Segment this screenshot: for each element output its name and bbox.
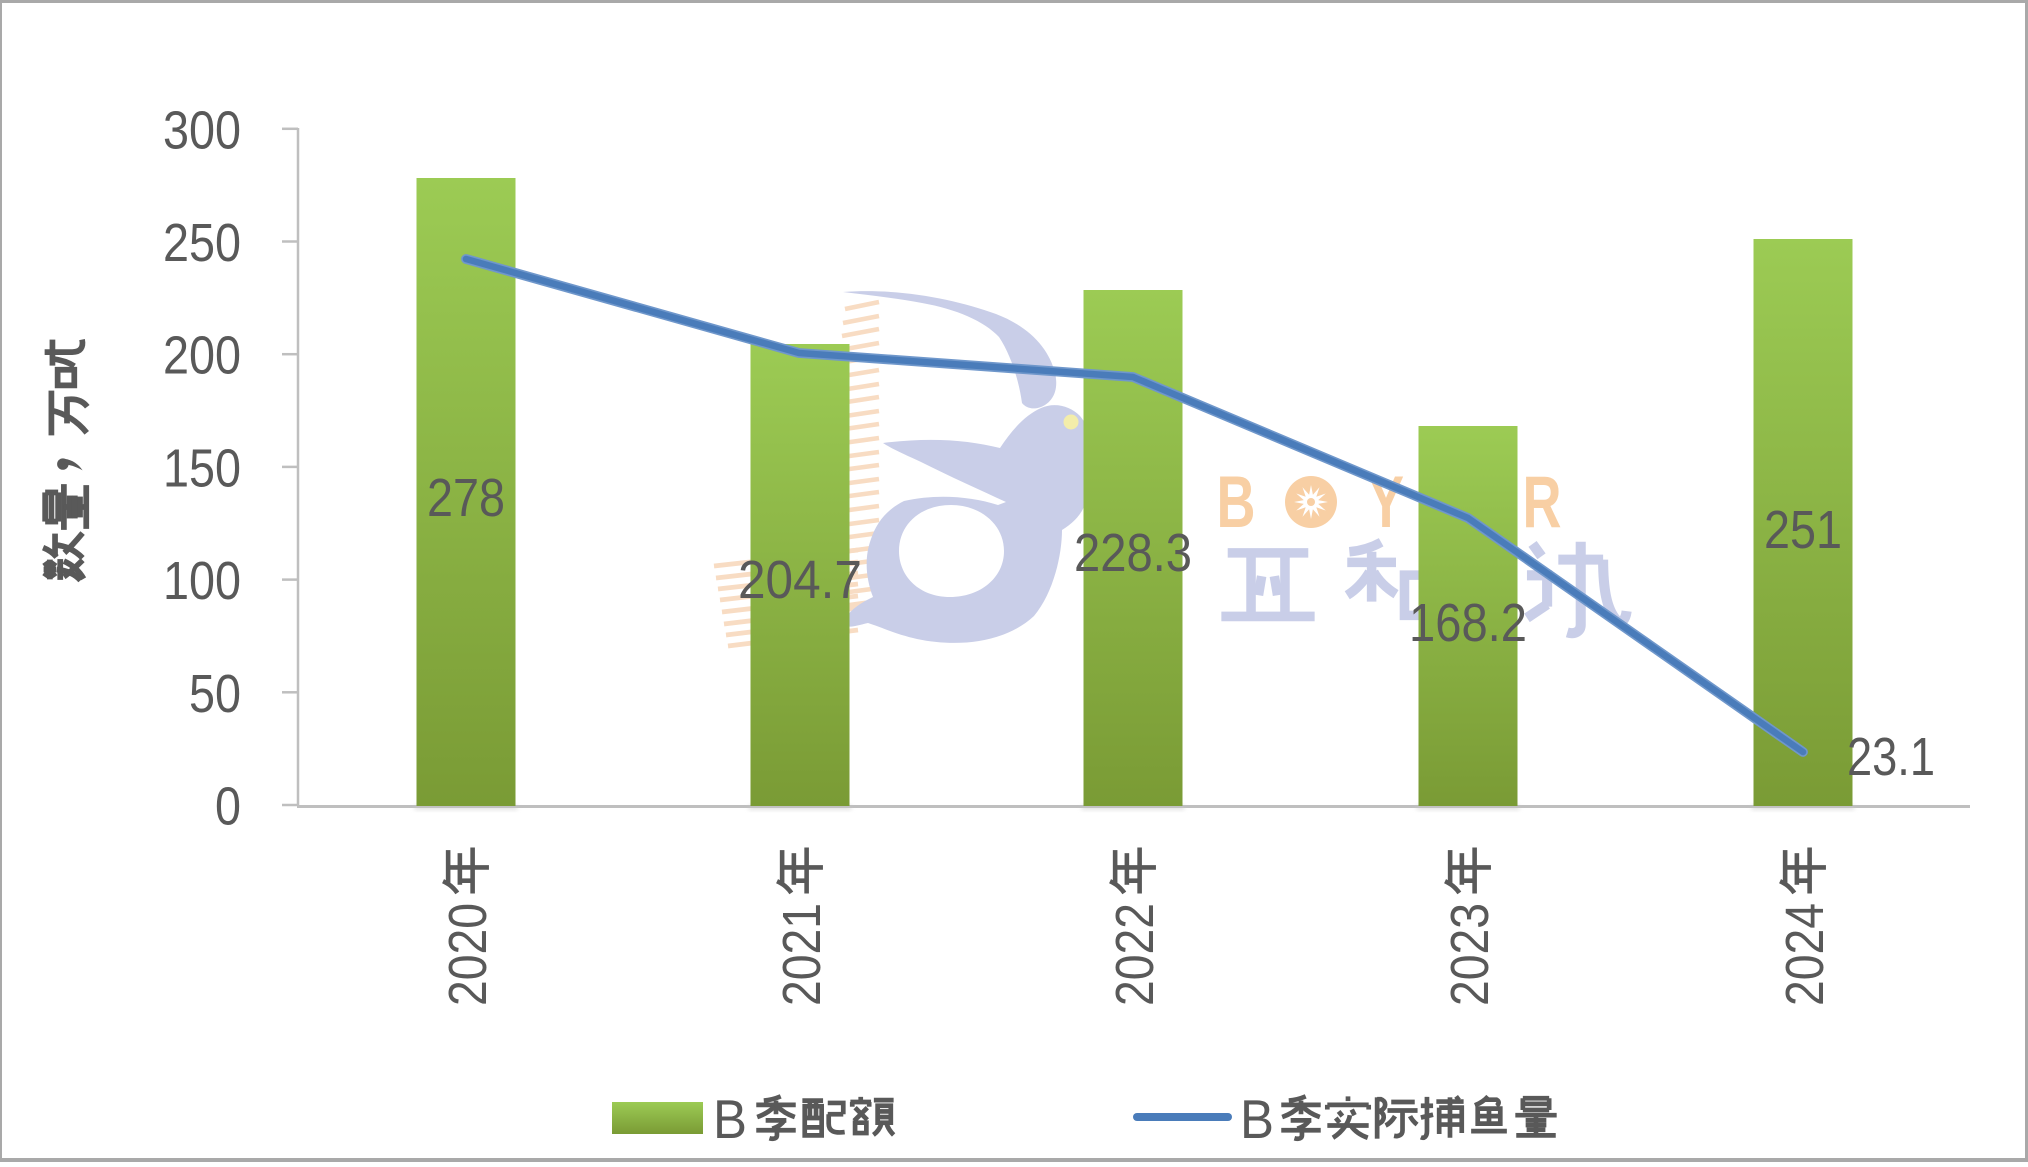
svg-text:278: 278: [427, 468, 505, 528]
svg-text:251: 251: [1764, 500, 1842, 560]
svg-text:2021: 2021: [772, 903, 832, 1006]
svg-text:B: B: [1240, 1088, 1274, 1150]
svg-text:50: 50: [189, 664, 241, 724]
svg-text:204.7: 204.7: [738, 550, 862, 610]
svg-text:2023: 2023: [1440, 903, 1500, 1006]
svg-text:250: 250: [163, 213, 241, 273]
svg-text:B: B: [713, 1088, 747, 1150]
svg-text:0: 0: [215, 777, 241, 837]
svg-text:200: 200: [163, 326, 241, 386]
svg-text:100: 100: [163, 551, 241, 611]
svg-text:R: R: [1522, 461, 1561, 543]
svg-text:168.2: 168.2: [1409, 593, 1527, 653]
svg-text:2020: 2020: [438, 903, 498, 1006]
svg-text:2022: 2022: [1105, 903, 1165, 1006]
svg-text:150: 150: [163, 438, 241, 498]
svg-text:228.3: 228.3: [1074, 523, 1192, 583]
svg-text:23.1: 23.1: [1847, 727, 1935, 787]
svg-text:B: B: [1216, 461, 1255, 543]
svg-text:2024: 2024: [1775, 903, 1835, 1006]
svg-text:300: 300: [163, 100, 241, 160]
